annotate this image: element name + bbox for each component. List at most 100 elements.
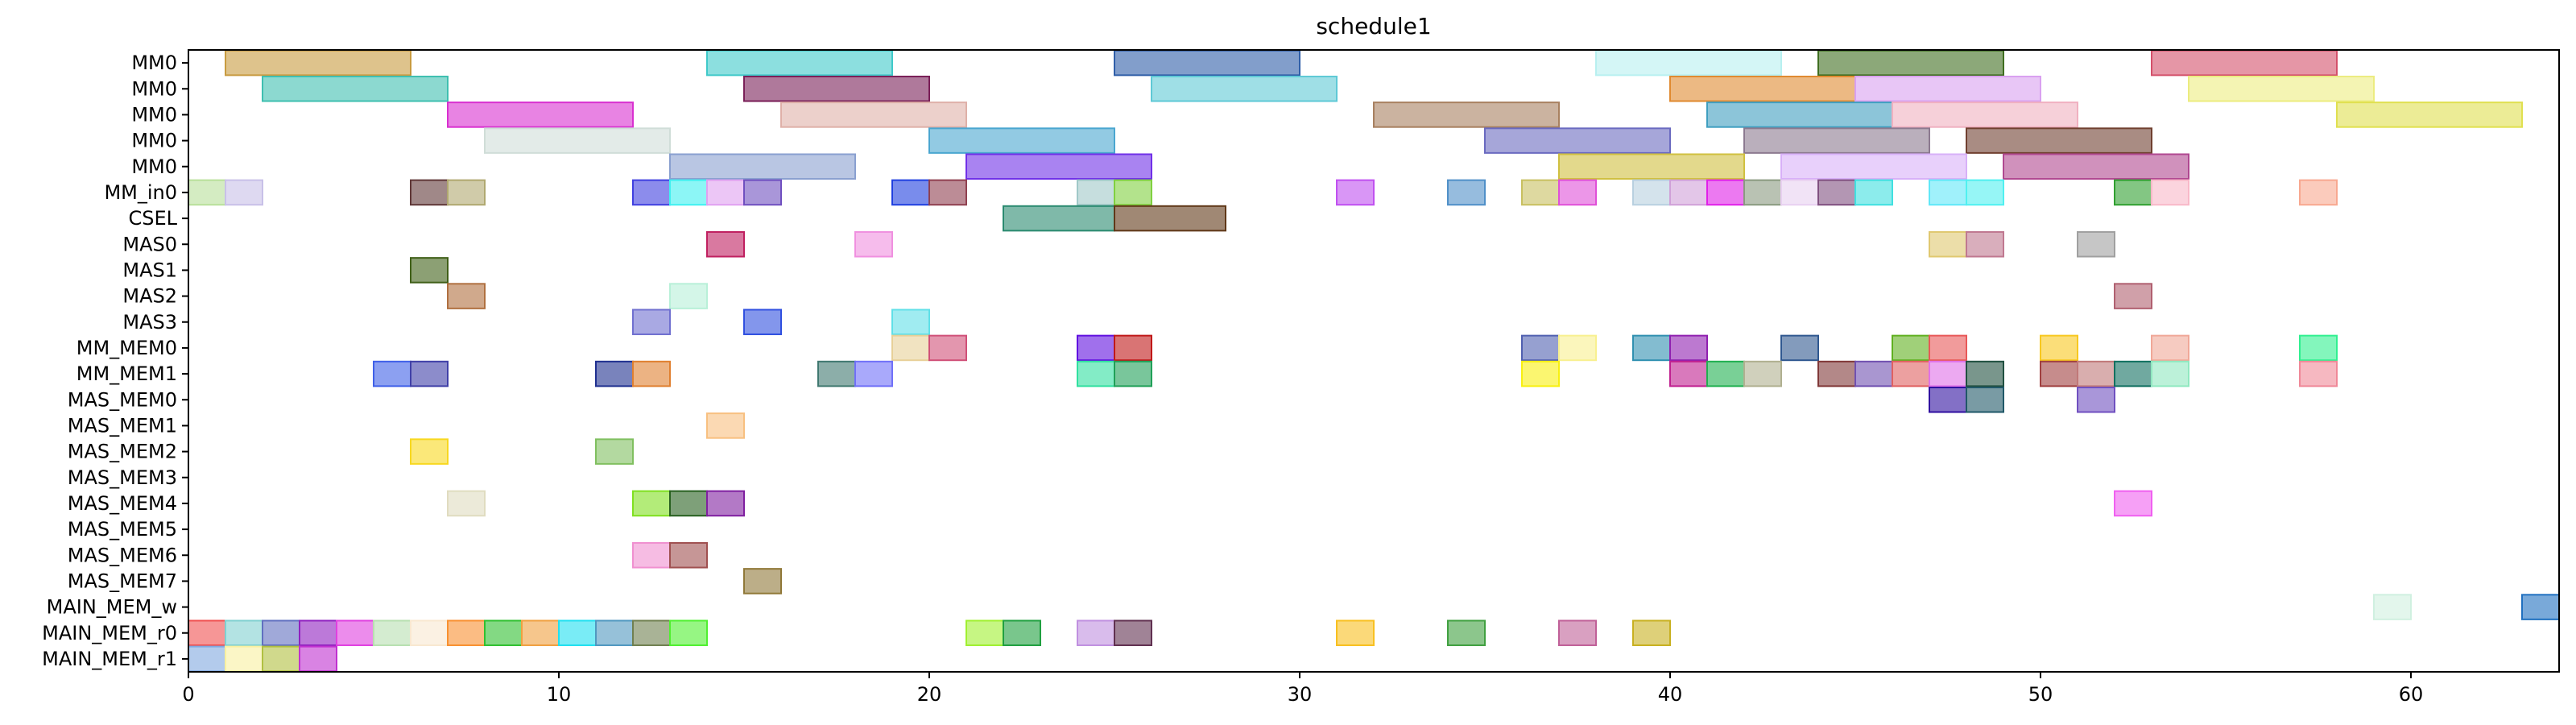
- gantt-bar: [447, 490, 486, 517]
- gantt-bar: [447, 179, 486, 206]
- gantt-bar: [1892, 102, 2078, 128]
- gantt-bar: [410, 438, 449, 465]
- x-tick-label: 60: [2399, 683, 2424, 706]
- gantt-bar: [1595, 49, 1782, 77]
- gantt-bar: [669, 490, 708, 517]
- gantt-bar: [928, 334, 967, 362]
- gantt-bar: [2151, 179, 2189, 206]
- gantt-bar: [1558, 179, 1597, 206]
- gantt-bar: [2373, 594, 2412, 620]
- y-tick-label: MAS_MEM2: [68, 441, 177, 463]
- gantt-bar: [1966, 230, 2004, 258]
- gantt-bar: [1669, 179, 1708, 206]
- gantt-bar: [2003, 153, 2189, 180]
- gantt-bar: [706, 412, 745, 439]
- gantt-bar: [1447, 619, 1486, 647]
- y-tick-label: MAS_MEM4: [68, 492, 177, 515]
- x-tick-label: 10: [547, 683, 572, 706]
- x-tick-label: 30: [1288, 683, 1313, 706]
- gantt-bar: [1003, 205, 1115, 232]
- gantt-bar: [1892, 334, 1930, 362]
- gantt-bar: [1336, 179, 1375, 206]
- gantt-bar: [188, 645, 226, 673]
- gantt-bar: [410, 619, 449, 647]
- gantt-bar: [1817, 360, 1856, 387]
- x-tick-label: 20: [917, 683, 942, 706]
- gantt-bar: [2114, 360, 2152, 387]
- gantt-bar: [558, 619, 597, 647]
- gantt-bar: [2114, 283, 2152, 309]
- gantt-bar: [669, 541, 708, 569]
- gantt-bar: [225, 179, 263, 206]
- gantt-bar: [225, 619, 263, 647]
- gantt-bar: [632, 179, 671, 206]
- gantt-bar: [2151, 360, 2189, 387]
- y-tick-label: MAS3: [122, 311, 177, 334]
- gantt-bar: [1706, 360, 1745, 387]
- gantt-bar: [2114, 490, 2152, 517]
- gantt-bar: [1003, 619, 1041, 647]
- gantt-bar: [1521, 179, 1560, 206]
- y-tick-label: MAS2: [122, 285, 177, 308]
- gantt-bar: [1114, 360, 1152, 387]
- gantt-bar: [1558, 334, 1597, 362]
- gantt-bar: [1077, 179, 1115, 206]
- gantt-bar: [1558, 153, 1745, 180]
- gantt-bar: [780, 102, 967, 128]
- x-axis: 0 10 20 30 40 50 60: [182, 672, 2423, 706]
- gantt-bar: [743, 75, 930, 102]
- y-tick-label: MAS_MEM3: [68, 466, 177, 489]
- gantt-bar: [1817, 49, 2004, 77]
- gantt-bar: [1854, 179, 1893, 206]
- gantt-bar: [1114, 49, 1300, 77]
- gantt-bar: [1966, 386, 2004, 413]
- gantt-bar: [854, 360, 893, 387]
- gantt-bar: [1484, 127, 1671, 154]
- gantt-bar: [1336, 619, 1375, 647]
- gantt-bar: [1966, 179, 2004, 206]
- gantt-bar: [595, 438, 634, 465]
- gantt-bar: [2299, 334, 2338, 362]
- y-axis: MM0 MM0 MM0 MM0 MM0 MM_in0 CSEL MAS0 MAS1 MAS2 MAS…: [42, 52, 188, 670]
- gantt-bar: [2040, 334, 2078, 362]
- gantt-bar: [706, 490, 745, 517]
- x-tick-label: 40: [1658, 683, 1683, 706]
- gantt-bar: [2336, 102, 2523, 128]
- gantt-bar: [1669, 334, 1708, 362]
- gantt-bar: [743, 179, 782, 206]
- y-tick-label: MAS_MEM6: [68, 544, 177, 566]
- y-tick-label: MAS_MEM5: [68, 518, 177, 541]
- gantt-bar: [2151, 334, 2189, 362]
- gantt-bar: [1929, 360, 1967, 387]
- gantt-bar: [336, 619, 374, 647]
- y-tick-label: MM0: [131, 155, 177, 178]
- gantt-bar: [1632, 334, 1671, 362]
- gantt-bar: [447, 619, 486, 647]
- gantt-bar: [1077, 334, 1115, 362]
- y-tick-label: MM0: [131, 103, 177, 126]
- y-tick-label: MAIN_MEM_r1: [42, 648, 177, 670]
- gantt-bar: [743, 568, 782, 594]
- gantt-bar: [1114, 334, 1152, 362]
- y-tick-label: MAS_MEM7: [68, 570, 177, 592]
- gantt-bar: [373, 619, 411, 647]
- gantt-bar: [1929, 179, 1967, 206]
- gantt-bar: [965, 619, 1004, 647]
- gantt-bar: [706, 49, 893, 77]
- gantt-bar: [484, 619, 523, 647]
- gantt-bar: [1521, 360, 1560, 387]
- gantt-bar: [1780, 334, 1819, 362]
- gantt-bar: [928, 179, 967, 206]
- gantt-bar: [1743, 127, 1930, 154]
- gantt-bar: [225, 645, 263, 673]
- gantt-bar: [2151, 49, 2338, 77]
- gantt-bar: [1780, 153, 1967, 180]
- gantt-bar: [299, 645, 337, 673]
- gantt-bar: [521, 619, 560, 647]
- y-tick-label: MAS1: [122, 259, 177, 281]
- x-tick-label: 50: [2028, 683, 2053, 706]
- y-tick-label: MAIN_MEM_w: [47, 596, 177, 619]
- chart-title: schedule1: [1316, 13, 1431, 39]
- gantt-bar: [1114, 179, 1152, 206]
